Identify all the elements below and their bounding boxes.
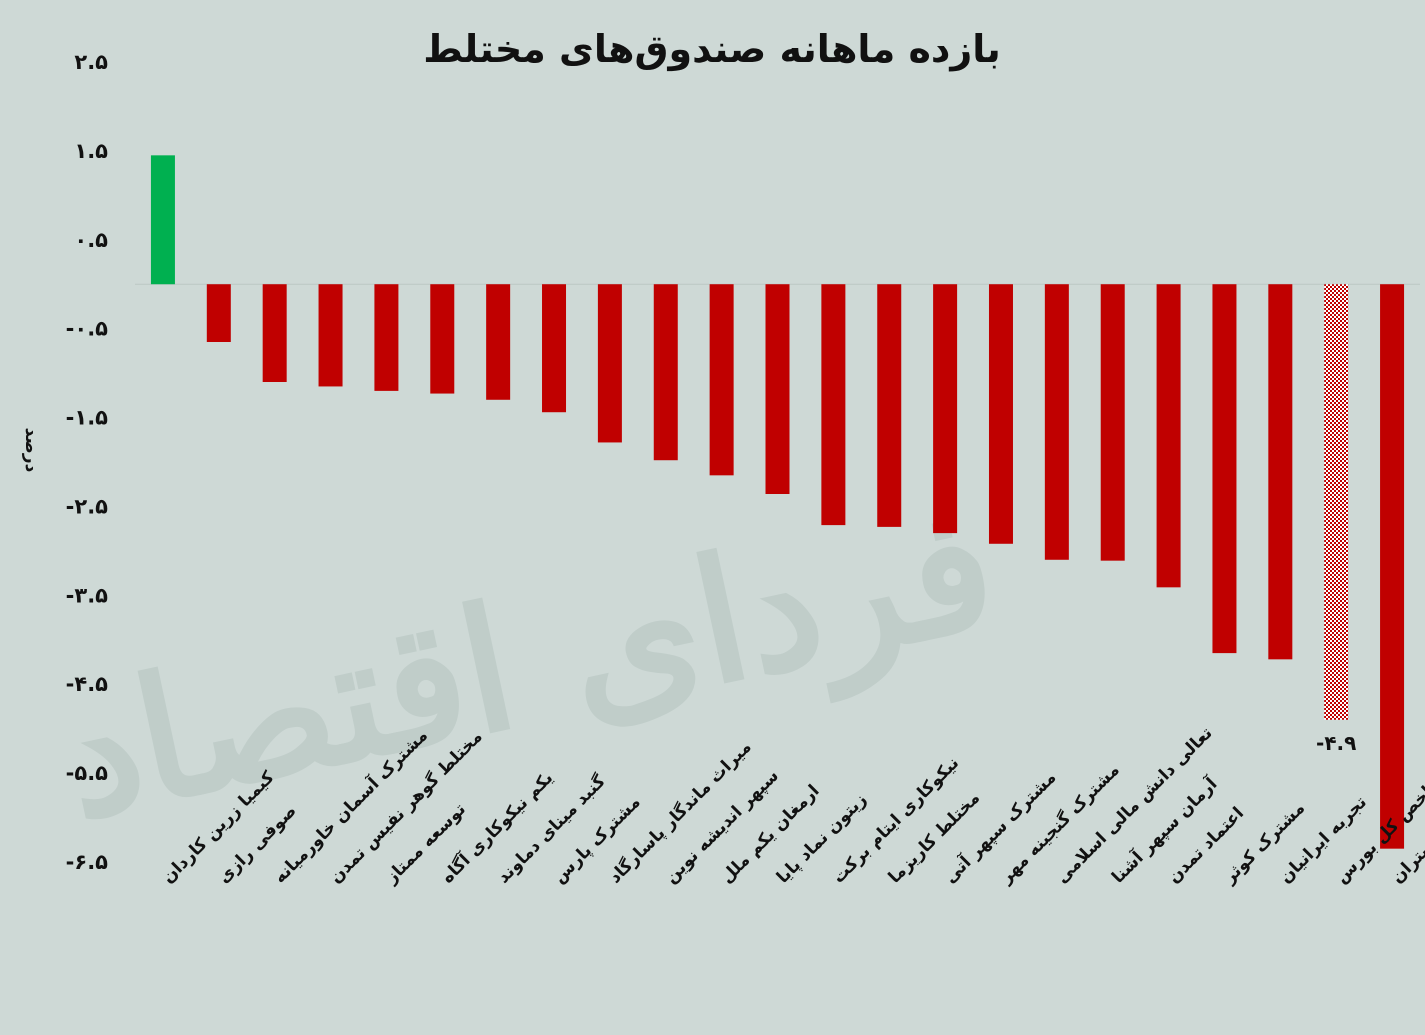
y-tick-label: ۲.۵ [74, 50, 108, 74]
bar [709, 284, 734, 476]
data-label: -۴.۹ [1316, 731, 1356, 755]
bar [653, 284, 678, 461]
bars-group [150, 155, 1405, 849]
bar [430, 284, 455, 394]
chart-title: بازده ماهانه صندوق‌های مختلط [423, 27, 1001, 72]
bar [933, 284, 958, 534]
bar [150, 155, 175, 285]
bar [374, 284, 399, 391]
y-tick-label: ۱.۵ [74, 139, 108, 163]
bar [877, 284, 902, 527]
y-tick-label: -۲.۵ [66, 494, 109, 518]
y-tick-label: -۰.۵ [66, 317, 109, 341]
data-labels-group: -۴.۹ [1316, 731, 1356, 755]
bar [486, 284, 511, 400]
y-tick-label: -۳.۵ [66, 583, 109, 607]
y-tick-label: -۱.۵ [66, 406, 109, 430]
y-tick-label: -۵.۵ [66, 761, 109, 785]
category-label: گنبد مینای دماوند [493, 771, 610, 888]
bar [1100, 284, 1125, 561]
y-axis-label: درصد [21, 428, 41, 473]
bar [1212, 284, 1237, 654]
bar [821, 284, 846, 526]
bar [542, 284, 567, 413]
bar [206, 284, 231, 342]
bar [262, 284, 287, 382]
bar [1156, 284, 1181, 588]
y-tick-label: -۴.۵ [66, 672, 109, 696]
bar [1380, 284, 1405, 849]
y-tick-label: -۶.۵ [66, 850, 109, 874]
bar [988, 284, 1013, 544]
bar [765, 284, 790, 494]
bar [1044, 284, 1069, 560]
bar [1268, 284, 1293, 660]
bar [318, 284, 343, 387]
bar [1324, 284, 1349, 720]
y-tick-label: ۰.۵ [74, 228, 108, 252]
y-axis-ticks: ۲.۵ ۱.۵ ۰.۵ -۰.۵ -۱.۵ -۲.۵ -۳.۵ -۴.۵ -۵.۵ -۶.۵ [66, 50, 109, 874]
category-label: ارمغان یکم ملل [717, 781, 824, 888]
bar [597, 284, 622, 443]
